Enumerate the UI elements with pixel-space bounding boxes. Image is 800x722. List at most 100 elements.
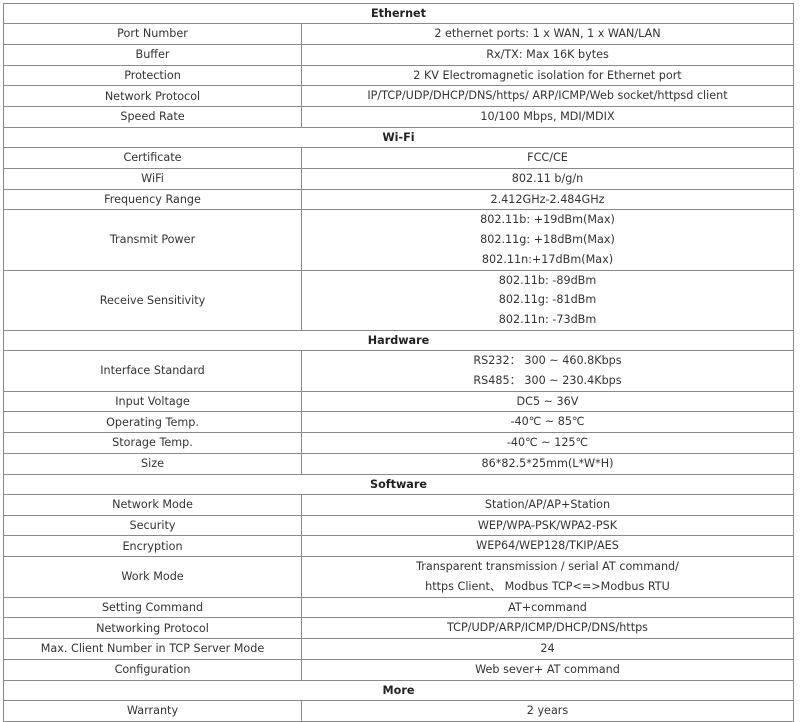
- spec-value: WEP64/WEP128/TKIP/AES: [301, 535, 794, 558]
- table-row: Transmit Power 802.11b: +19dBm(Max) 802.11…: [3, 209, 794, 271]
- section-header: Software: [3, 473, 794, 495]
- spec-value: TCP/UDP/ARP/ICMP/DHCP/DNS/https: [301, 617, 794, 640]
- spec-value-line: AT+command: [508, 600, 587, 614]
- spec-value-line: DC5 ~ 36V: [516, 394, 579, 408]
- spec-value: 10/100 Mbps, MDI/MDIX: [301, 106, 794, 128]
- spec-value-line: 2.412GHz-2.484GHz: [490, 192, 605, 206]
- spec-value: Web sever+ AT command: [301, 658, 794, 681]
- spec-value: -40℃ ~ 85℃: [301, 411, 794, 434]
- spec-label: Certificate: [3, 147, 302, 169]
- spec-value: 2 KV Electromagnetic isolation for Ether…: [301, 64, 794, 87]
- spec-value-line: 802.11n: -73dBm: [498, 313, 597, 327]
- spec-label: Operating Temp.: [3, 411, 302, 434]
- spec-value: Rx/TX: Max 16K bytes: [301, 43, 794, 66]
- spec-label: Speed Rate: [3, 106, 302, 128]
- table-row: Security WEP/WPA-PSK/WPA2-PSK: [3, 514, 794, 537]
- spec-value: 802.11b: +19dBm(Max) 802.11g: +18dBm(Max)…: [301, 209, 794, 271]
- section-header: Hardware: [3, 329, 794, 352]
- table-row: Operating Temp. -40℃ ~ 85℃: [3, 411, 794, 434]
- spec-value-line: -40℃ ~ 125℃: [506, 436, 589, 450]
- spec-label: Port Number: [3, 23, 302, 45]
- section-title: Ethernet: [3, 2, 794, 25]
- spec-label: Encryption: [3, 535, 302, 558]
- spec-value-line: RS232： 300 ~ 460.8Kbps: [473, 354, 622, 368]
- spec-value-line: 2 ethernet ports: 1 x WAN, 1 x WAN/LAN: [434, 27, 661, 41]
- spec-label: Receive Sensitivity: [3, 269, 302, 331]
- spec-label: Size: [3, 452, 302, 475]
- section-header: Ethernet: [3, 2, 794, 25]
- spec-label: Configuration: [3, 658, 302, 681]
- spec-value-line: 802.11g: +18dBm(Max): [480, 233, 615, 247]
- spec-value: 86*82.5*25mm(L*W*H): [301, 452, 794, 475]
- table-row: Network Protocol IP/TCP/UDP/DHCP/DNS/http…: [3, 85, 794, 108]
- spec-value: AT+command: [301, 596, 794, 619]
- spec-value-line: 802.11b: +19dBm(Max): [480, 213, 615, 227]
- spec-label: WiFi: [3, 167, 302, 190]
- table-row: Size 86*82.5*25mm(L*W*H): [3, 452, 794, 475]
- spec-value: WEP/WPA-PSK/WPA2-PSK: [301, 514, 794, 537]
- spec-value: Station/AP/AP+Station: [301, 493, 794, 516]
- spec-value: 2 ethernet ports: 1 x WAN, 1 x WAN/LAN: [301, 23, 794, 45]
- spec-value-line: 802.11g: -81dBm: [498, 293, 597, 307]
- table-row: Setting Command AT+command: [3, 596, 794, 619]
- spec-value: RS232： 300 ~ 460.8Kbps RS485： 300 ~ 230.4…: [301, 350, 794, 392]
- section-title: Wi-Fi: [3, 126, 794, 149]
- spec-table: Ethernet Port Number 2 ethernet ports: 1 x…: [3, 2, 794, 722]
- spec-value-line: WEP/WPA-PSK/WPA2-PSK: [477, 518, 618, 532]
- spec-value-line: Web sever+ AT command: [475, 662, 620, 676]
- spec-label: Networking Protocol: [3, 617, 302, 640]
- section-title: More: [3, 679, 794, 701]
- table-row: Receive Sensitivity 802.11b: -89dBm 802.11…: [3, 269, 794, 331]
- spec-value-line: Rx/TX: Max 16K bytes: [486, 47, 609, 61]
- spec-value-line: 802.11 b/g/n: [511, 171, 584, 185]
- spec-value: 24: [301, 638, 794, 660]
- spec-label: Network Mode: [3, 493, 302, 516]
- spec-value: 2 years: [301, 699, 794, 722]
- table-row: Configuration Web sever+ AT command: [3, 658, 794, 681]
- table-row: WiFi 802.11 b/g/n: [3, 167, 794, 190]
- spec-value-line: 10/100 Mbps, MDI/MDIX: [480, 110, 615, 124]
- spec-label: Interface Standard: [3, 350, 302, 392]
- spec-value-line: Station/AP/AP+Station: [484, 497, 611, 511]
- spec-value: 802.11 b/g/n: [301, 167, 794, 190]
- table-row: Port Number 2 ethernet ports: 1 x WAN, 1 …: [3, 23, 794, 45]
- spec-value-line: https Client、 Modbus TCP<=>Modbus RTU: [425, 579, 670, 593]
- spec-label: Protection: [3, 64, 302, 87]
- table-row: Certificate FCC/CE: [3, 147, 794, 169]
- spec-value-line: Transparent transmission / serial AT com…: [416, 560, 679, 574]
- spec-label: Network Protocol: [3, 85, 302, 108]
- spec-value-line: FCC/CE: [527, 151, 568, 165]
- table-row: Speed Rate 10/100 Mbps, MDI/MDIX: [3, 106, 794, 128]
- table-row: Buffer Rx/TX: Max 16K bytes: [3, 43, 794, 66]
- spec-label: Security: [3, 514, 302, 537]
- section-header: More: [3, 679, 794, 701]
- table-row: Storage Temp. -40℃ ~ 125℃: [3, 432, 794, 454]
- spec-value: IP/TCP/UDP/DHCP/DNS/https/ ARP/ICMP/Web …: [301, 85, 794, 108]
- table-row: Protection 2 KV Electromagnetic isolation…: [3, 64, 794, 87]
- spec-value-line: TCP/UDP/ARP/ICMP/DHCP/DNS/https: [446, 621, 649, 635]
- spec-value-line: RS485： 300 ~ 230.4Kbps: [473, 373, 622, 387]
- spec-label: Input Voltage: [3, 390, 302, 413]
- spec-value-line: 2 KV Electromagnetic isolation for Ether…: [413, 68, 682, 82]
- table-row: Work Mode Transparent transmission / seri…: [3, 556, 794, 598]
- spec-value: 802.11b: -89dBm 802.11g: -81dBm 802.11n: -…: [301, 269, 794, 331]
- table-row: Encryption WEP64/WEP128/TKIP/AES: [3, 535, 794, 558]
- section-title: Hardware: [3, 329, 794, 352]
- spec-label: Buffer: [3, 43, 302, 66]
- section-title: Software: [3, 473, 794, 495]
- spec-value-line: -40℃ ~ 85℃: [510, 415, 585, 429]
- spec-value: DC5 ~ 36V: [301, 390, 794, 413]
- spec-value: Transparent transmission / serial AT com…: [301, 556, 794, 598]
- spec-label: Setting Command: [3, 596, 302, 619]
- table-row: Input Voltage DC5 ~ 36V: [3, 390, 794, 413]
- spec-value-line: WEP64/WEP128/TKIP/AES: [476, 539, 619, 553]
- spec-label: Transmit Power: [3, 209, 302, 271]
- spec-label: Storage Temp.: [3, 432, 302, 454]
- table-row: Interface Standard RS232： 300 ~ 460.8Kbps…: [3, 350, 794, 392]
- spec-value-line: 2 years: [526, 703, 569, 717]
- table-row: Frequency Range 2.412GHz-2.484GHz: [3, 188, 794, 211]
- spec-value: -40℃ ~ 125℃: [301, 432, 794, 454]
- spec-value: 2.412GHz-2.484GHz: [301, 188, 794, 211]
- spec-value-line: 802.11b: -89dBm: [498, 273, 597, 287]
- spec-value-line: 802.11n:+17dBm(Max): [481, 252, 614, 266]
